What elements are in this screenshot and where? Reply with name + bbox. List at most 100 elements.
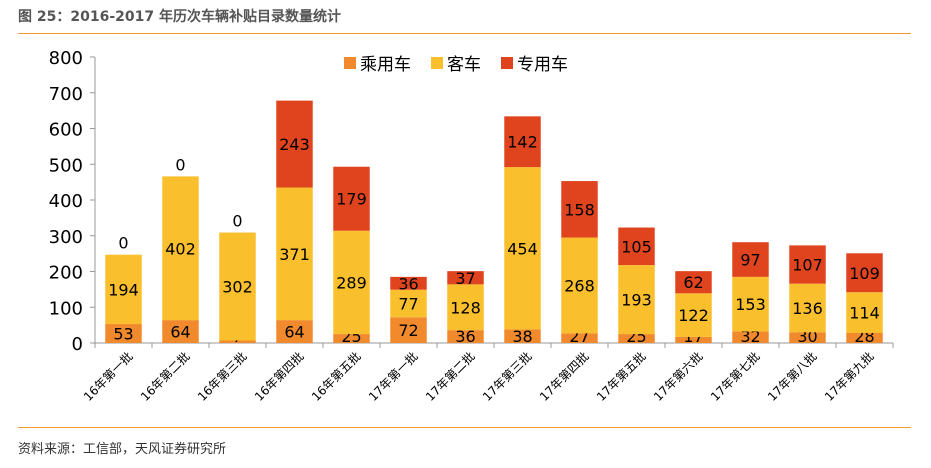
legend-swatch-special: [501, 56, 513, 69]
x-tick-label: 17年第四批: [536, 349, 591, 404]
data-label: 142: [507, 133, 538, 152]
y-tick-label: 100: [49, 298, 83, 319]
x-tick-label: 16年第二批: [137, 349, 192, 404]
x-tick-label: 17年第九批: [821, 349, 876, 404]
data-label: 402: [165, 239, 196, 258]
top-divider: [18, 33, 911, 34]
y-tick-label: 400: [49, 191, 83, 212]
bar-segment: [105, 254, 142, 325]
bar-segment: [732, 276, 769, 332]
x-tick-label: 16年第三批: [194, 349, 249, 404]
bar-segment: [618, 227, 655, 266]
data-label: 38: [512, 327, 532, 346]
data-label: 107: [792, 256, 823, 275]
y-tick-label: 300: [49, 227, 83, 248]
x-tick-label: 16年第四批: [251, 349, 306, 404]
x-tick-label: 16年第一批: [80, 349, 135, 404]
bar-segment: [219, 232, 256, 341]
x-tick-label: 17年第七批: [707, 349, 762, 404]
data-label: 36: [398, 274, 418, 293]
data-label: 77: [398, 294, 418, 313]
source-note: 资料来源：工信部，天风证券研究所: [18, 442, 227, 457]
bar-segment: [390, 289, 427, 318]
bar-segment: [504, 116, 541, 168]
data-label: 302: [222, 278, 253, 297]
x-tick-label: 17年第三批: [479, 349, 534, 404]
legend-item-special: 专用车: [501, 50, 568, 75]
data-label: 36: [455, 327, 475, 346]
data-label: 64: [284, 323, 304, 342]
data-label: 0: [175, 155, 185, 174]
bar-segment: [732, 242, 769, 277]
bar-segment: [162, 320, 199, 343]
bar-segment: [561, 333, 598, 343]
bar-segment: [276, 320, 313, 343]
data-label: 105: [621, 237, 652, 256]
bar-segment: [276, 100, 313, 188]
data-label: 158: [564, 200, 595, 219]
legend-item-bus: 客车: [431, 50, 481, 75]
x-tick-label: 17年第八批: [764, 349, 819, 404]
x-tick-label: 17年第二批: [422, 349, 477, 404]
data-label: 114: [849, 304, 880, 323]
bar-segment: [390, 276, 427, 290]
data-label: 122: [678, 306, 709, 325]
y-tick-label: 700: [49, 84, 83, 105]
bar-segment: [390, 317, 427, 343]
legend: 乘用车 客车 专用车: [344, 50, 588, 75]
data-label: 179: [336, 190, 367, 209]
data-label: 32: [740, 327, 760, 346]
bar-segment: [276, 187, 313, 321]
data-label: 454: [507, 239, 538, 258]
data-label: 72: [398, 321, 418, 340]
bar-segment: [504, 167, 541, 330]
bar-segment: [675, 271, 712, 294]
bar-segment: [618, 265, 655, 335]
bar-segment: [789, 283, 826, 333]
data-label: 0: [118, 234, 128, 253]
data-label: 37: [455, 269, 475, 288]
x-tick-label: 17年第一批: [365, 349, 420, 404]
y-tick-label: 0: [72, 334, 83, 355]
bar-segment: [447, 271, 484, 285]
bar-segment: [162, 176, 199, 321]
data-label: 64: [170, 323, 190, 342]
legend-swatch-bus: [431, 56, 443, 69]
bar-segment: [219, 340, 256, 343]
chart-title: 图 25：2016-2017 年历次车辆补贴目录数量统计: [18, 9, 341, 25]
data-label: 194: [108, 280, 139, 299]
bar-segment: [333, 334, 370, 343]
legend-label-special: 专用车: [517, 55, 568, 75]
data-label: 268: [564, 276, 595, 295]
data-label: 193: [621, 291, 652, 310]
bar-segment: [447, 330, 484, 343]
data-label: 97: [740, 251, 760, 270]
legend-label-bus: 客车: [447, 55, 481, 75]
bar-segment: [618, 334, 655, 343]
x-tick-label: 17年第六批: [650, 349, 705, 404]
bar-segment: [846, 292, 883, 333]
y-tick-label: 200: [49, 263, 83, 284]
data-label: 243: [279, 135, 310, 154]
legend-item-passenger: 乘用车: [344, 50, 411, 75]
bar-segment: [333, 230, 370, 335]
legend-swatch-passenger: [344, 56, 356, 69]
data-label: 289: [336, 273, 367, 292]
y-tick-label: 500: [49, 155, 83, 176]
data-label: 371: [279, 245, 310, 264]
x-tick-label: 16年第五批: [308, 349, 363, 404]
y-tick-label: 600: [49, 120, 83, 141]
bar-segment: [789, 332, 826, 343]
data-label: 0: [232, 212, 242, 231]
data-label: 109: [849, 264, 880, 283]
bar-segment: [561, 181, 598, 238]
data-label: 53: [113, 325, 133, 344]
bar-segment: [447, 284, 484, 331]
stacked-bar-chart: 010020030040050060070080053194016年第一批644…: [49, 48, 894, 404]
bar-segment: [789, 245, 826, 284]
bar-segment: [504, 329, 541, 343]
data-label: 136: [792, 299, 823, 318]
data-label: 62: [683, 273, 703, 292]
bar-segment: [846, 253, 883, 293]
x-tick-label: 17年第五批: [593, 349, 648, 404]
